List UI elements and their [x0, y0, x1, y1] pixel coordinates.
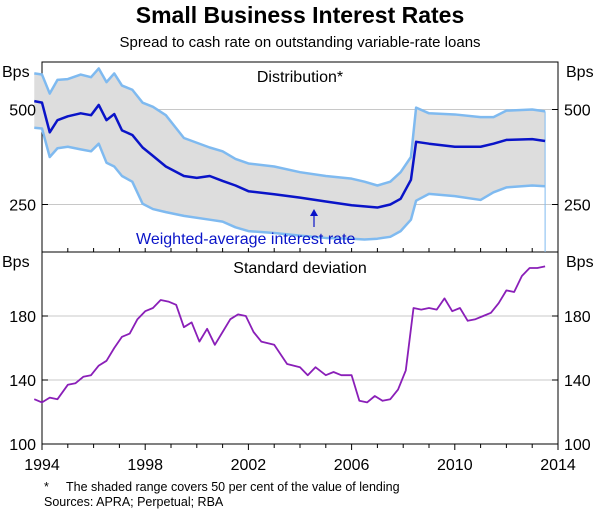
interquartile-band	[34, 68, 546, 240]
upper-bound-line	[34, 67, 546, 187]
std-dev-line	[33, 265, 546, 404]
weighted-average-line	[34, 99, 546, 209]
lower-bound-line	[34, 126, 546, 241]
gridlines	[42, 109, 558, 381]
distribution-panel	[34, 67, 546, 252]
footnote-marker: *	[44, 480, 49, 494]
footnote-text: The shaded range covers 50 per cent of t…	[66, 480, 400, 494]
y-tick-label-left: 100	[9, 437, 36, 454]
x-tick-label: 1994	[24, 457, 60, 474]
x-tick-label: 2006	[334, 457, 370, 474]
y-tick-label-right: 140	[564, 373, 591, 390]
distribution-panel-title: Distribution*	[257, 69, 343, 86]
y-tick-label-right: 250	[564, 198, 591, 215]
y-tick-label-left: 500	[9, 103, 36, 120]
y-tick-label-right: 180	[564, 309, 591, 326]
chart-subtitle: Spread to cash rate on outstanding varia…	[119, 34, 481, 51]
std-dev-panel	[33, 265, 546, 404]
y-tick-label-left: 140	[9, 373, 36, 390]
std-dev-panel-title: Standard deviation	[233, 260, 366, 277]
x-tick-label: 2010	[437, 457, 473, 474]
tick-labels: 250 250 500 500 100 100 140 140 180 180 1994 1998 20…	[9, 103, 591, 475]
unit-label-right-top: Bps	[566, 64, 594, 81]
unit-label-left-bottom: Bps	[2, 254, 30, 271]
y-tick-label-right: 100	[564, 437, 591, 454]
x-tick-label: 1998	[127, 457, 163, 474]
y-tick-label-left: 180	[9, 309, 36, 326]
y-tick-label-left: 250	[9, 198, 36, 215]
sources-note: Sources: APRA; Perpetual; RBA	[44, 495, 224, 509]
weighted-average-annotation: Weighted-average interest rate	[136, 231, 355, 248]
unit-label-left-top: Bps	[2, 64, 30, 81]
unit-label-right-bottom: Bps	[566, 254, 594, 271]
footnote: * The shaded range covers 50 per cent of …	[44, 480, 400, 494]
x-tick-label: 2002	[231, 457, 267, 474]
x-tick-label: 2014	[540, 457, 576, 474]
y-tick-label-right: 500	[564, 103, 591, 120]
annotation-arrowhead	[310, 209, 318, 216]
chart-title: Small Business Interest Rates	[135, 2, 465, 28]
